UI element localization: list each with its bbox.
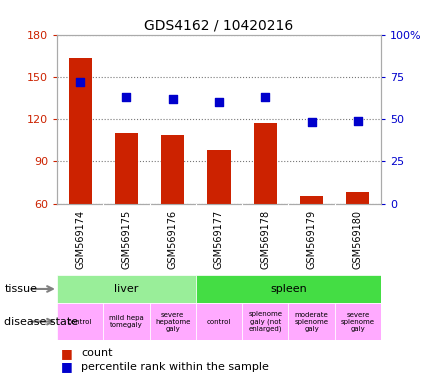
Text: splenome
galy (not
enlarged): splenome galy (not enlarged) xyxy=(248,311,283,332)
Text: moderate
splenome
galy: moderate splenome galy xyxy=(295,311,328,332)
Point xyxy=(354,118,361,124)
Bar xyxy=(335,303,381,340)
Title: GDS4162 / 10420216: GDS4162 / 10420216 xyxy=(145,18,293,32)
Text: tissue: tissue xyxy=(4,284,37,294)
Text: GSM569179: GSM569179 xyxy=(307,210,317,268)
Text: severe
splenome
galy: severe splenome galy xyxy=(341,311,375,332)
Bar xyxy=(57,275,196,303)
Bar xyxy=(346,192,370,204)
Bar xyxy=(289,303,335,340)
Text: GSM569180: GSM569180 xyxy=(353,210,363,268)
Text: GSM569174: GSM569174 xyxy=(75,210,85,268)
Text: GSM569177: GSM569177 xyxy=(214,209,224,269)
Text: ■: ■ xyxy=(61,347,73,360)
Text: GSM569176: GSM569176 xyxy=(168,210,178,268)
Text: mild hepa
tomegaly: mild hepa tomegaly xyxy=(109,315,144,328)
Point xyxy=(123,94,130,100)
Text: control: control xyxy=(68,319,92,324)
Bar xyxy=(115,133,138,204)
Bar xyxy=(161,134,184,204)
Text: liver: liver xyxy=(114,284,138,294)
Point xyxy=(77,79,84,85)
Bar xyxy=(242,303,289,340)
Text: count: count xyxy=(81,348,113,358)
Bar xyxy=(68,58,92,204)
Text: GSM569178: GSM569178 xyxy=(260,210,270,268)
Text: control: control xyxy=(207,319,231,324)
Bar xyxy=(103,303,149,340)
Bar xyxy=(149,303,196,340)
Point xyxy=(215,99,223,105)
Bar xyxy=(57,303,103,340)
Point xyxy=(262,94,269,100)
Text: percentile rank within the sample: percentile rank within the sample xyxy=(81,362,269,372)
Bar xyxy=(196,275,381,303)
Text: GSM569175: GSM569175 xyxy=(121,209,131,269)
Point xyxy=(308,119,315,126)
Bar xyxy=(300,197,323,204)
Bar xyxy=(208,150,230,204)
Bar xyxy=(254,123,277,204)
Bar xyxy=(196,303,242,340)
Text: spleen: spleen xyxy=(270,284,307,294)
Text: ■: ■ xyxy=(61,360,73,373)
Point xyxy=(169,96,176,102)
Text: severe
hepatome
galy: severe hepatome galy xyxy=(155,311,191,332)
Text: disease state: disease state xyxy=(4,316,78,327)
